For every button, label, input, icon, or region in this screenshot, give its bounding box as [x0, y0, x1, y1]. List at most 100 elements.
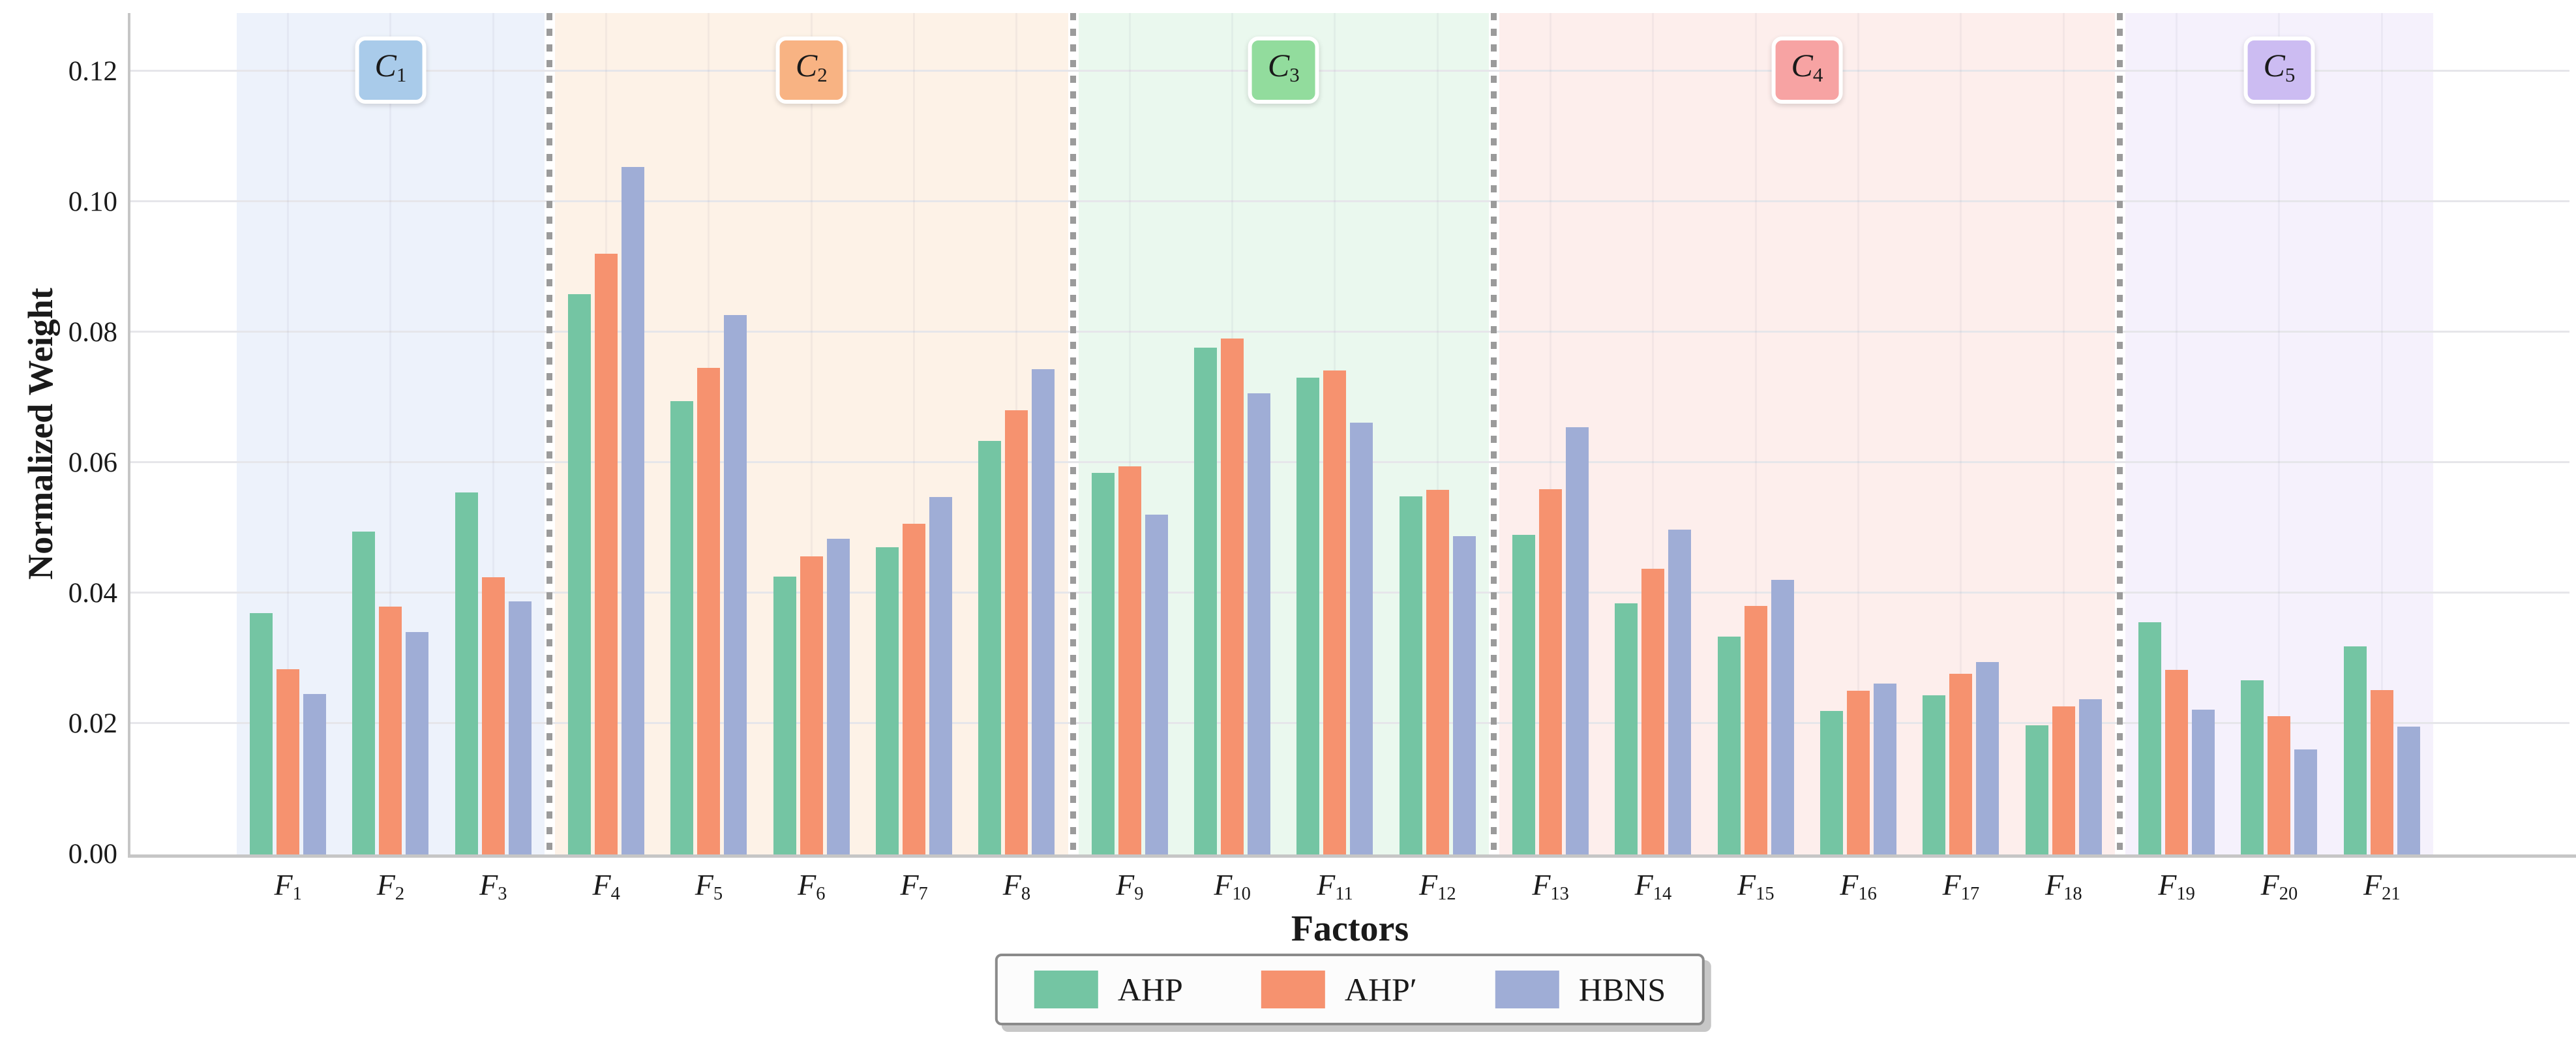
math-letter: F	[1116, 868, 1135, 901]
math-letter: C	[1267, 47, 1290, 83]
math-subscript: 1	[292, 884, 302, 905]
math-subscript: 18	[2063, 884, 2082, 905]
y-tick-label: 0.08	[68, 317, 117, 348]
x-gridline	[913, 13, 916, 854]
math-letter: F	[1214, 868, 1233, 901]
bar	[1032, 369, 1055, 854]
math-subscript: 9	[1134, 884, 1144, 905]
math-letter: F	[1532, 868, 1551, 901]
x-gridline	[2176, 13, 2178, 854]
category-label: C2	[775, 37, 847, 104]
legend-label: AHP	[1117, 971, 1183, 1008]
x-tick-label: F19	[2158, 867, 2195, 905]
bar	[2343, 646, 2367, 854]
bar	[1566, 427, 1589, 854]
bar	[2165, 670, 2189, 854]
plot-area: 0.00 0.02 0.04 0.06 0.08 0.10 0.12 C1 F1 F2 F3 C2 F4…	[68, 13, 2576, 904]
math-subscript: 6	[816, 884, 826, 905]
math-letter: C	[795, 47, 818, 83]
math-letter: F	[695, 868, 713, 901]
legend-item: HBNS	[1495, 971, 1666, 1008]
bar	[2192, 710, 2215, 854]
bar	[1005, 410, 1028, 854]
y-gridline	[130, 200, 2569, 202]
bar	[2268, 716, 2291, 854]
math-letter: C	[1791, 47, 1813, 83]
bar	[1296, 378, 1320, 854]
x-tick-label: F11	[1317, 867, 1353, 905]
bar	[1615, 603, 1638, 854]
math-letter: F	[2260, 868, 2279, 901]
bar	[1641, 569, 1665, 854]
y-gridline	[130, 331, 2569, 333]
x-tick-label: F8	[1003, 867, 1030, 905]
bar	[670, 401, 694, 854]
math-subscript: 8	[1021, 884, 1031, 905]
bar	[481, 577, 505, 854]
math-letter: F	[1840, 868, 1859, 901]
x-tick-label: F4	[592, 867, 620, 905]
bar	[352, 532, 376, 854]
category-band	[1499, 13, 2115, 854]
math-subscript: 4	[1812, 63, 1823, 86]
bar	[2138, 622, 2162, 854]
legend-label: HBNS	[1578, 971, 1666, 1008]
y-gridline	[130, 592, 2569, 594]
bar	[1923, 695, 1946, 854]
category-label: C4	[1771, 37, 1843, 104]
math-letter: F	[1002, 868, 1021, 901]
bar	[1452, 536, 1476, 854]
x-tick-label: F2	[377, 867, 404, 905]
bar	[2397, 727, 2420, 854]
math-subscript: 5	[2284, 63, 2296, 86]
math-subscript: 4	[610, 884, 620, 905]
bar	[250, 613, 273, 854]
math-subscript: 13	[1550, 884, 1569, 905]
x-gridline	[2062, 13, 2065, 854]
x-gridline	[1652, 13, 1655, 854]
math-subscript: 2	[817, 63, 828, 86]
x-gridline	[287, 13, 290, 854]
math-subscript: 16	[1858, 884, 1877, 905]
bar	[1717, 637, 1741, 854]
bar	[800, 556, 823, 854]
math-letter: F	[2158, 868, 2177, 901]
math-subscript: 17	[1960, 884, 1980, 905]
math-letter: F	[1634, 868, 1653, 901]
bar	[1426, 490, 1449, 854]
x-gridline	[1857, 13, 1860, 854]
bar	[1539, 489, 1563, 854]
y-tick-label: 0.12	[68, 56, 117, 87]
x-tick-label: F10	[1214, 867, 1251, 905]
math-subscript: 3	[498, 884, 507, 905]
x-gridline	[1436, 13, 1439, 854]
bar	[508, 601, 532, 854]
math-subscript: 10	[1232, 884, 1251, 905]
math-subscript: 3	[1289, 63, 1300, 86]
x-tick-label: F3	[479, 867, 507, 905]
category-separator-line	[1070, 13, 1077, 854]
bar	[379, 607, 402, 854]
math-subscript: 1	[396, 63, 407, 86]
x-tick-label: F16	[1840, 867, 1877, 905]
bar	[697, 368, 721, 854]
category-separator-line	[547, 13, 553, 854]
x-gridline	[1128, 13, 1131, 854]
math-letter: F	[274, 868, 293, 901]
x-axis-title: Factors	[1291, 909, 1409, 949]
category-label: C3	[1248, 37, 1319, 104]
category-separator-line	[1491, 13, 1497, 854]
bar	[978, 441, 1002, 854]
x-tick-label: F21	[2363, 867, 2401, 905]
y-tick-label: 0.00	[68, 839, 117, 869]
math-subscript: 2	[395, 884, 405, 905]
x-gridline	[2278, 13, 2281, 854]
bar	[724, 315, 747, 854]
bar	[1820, 711, 1844, 854]
bar	[903, 524, 926, 854]
bar	[1221, 339, 1244, 854]
category-label: C5	[2243, 37, 2315, 104]
bar	[1399, 496, 1422, 854]
y-tick-label: 0.10	[68, 187, 117, 217]
x-gridline	[2380, 13, 2383, 854]
